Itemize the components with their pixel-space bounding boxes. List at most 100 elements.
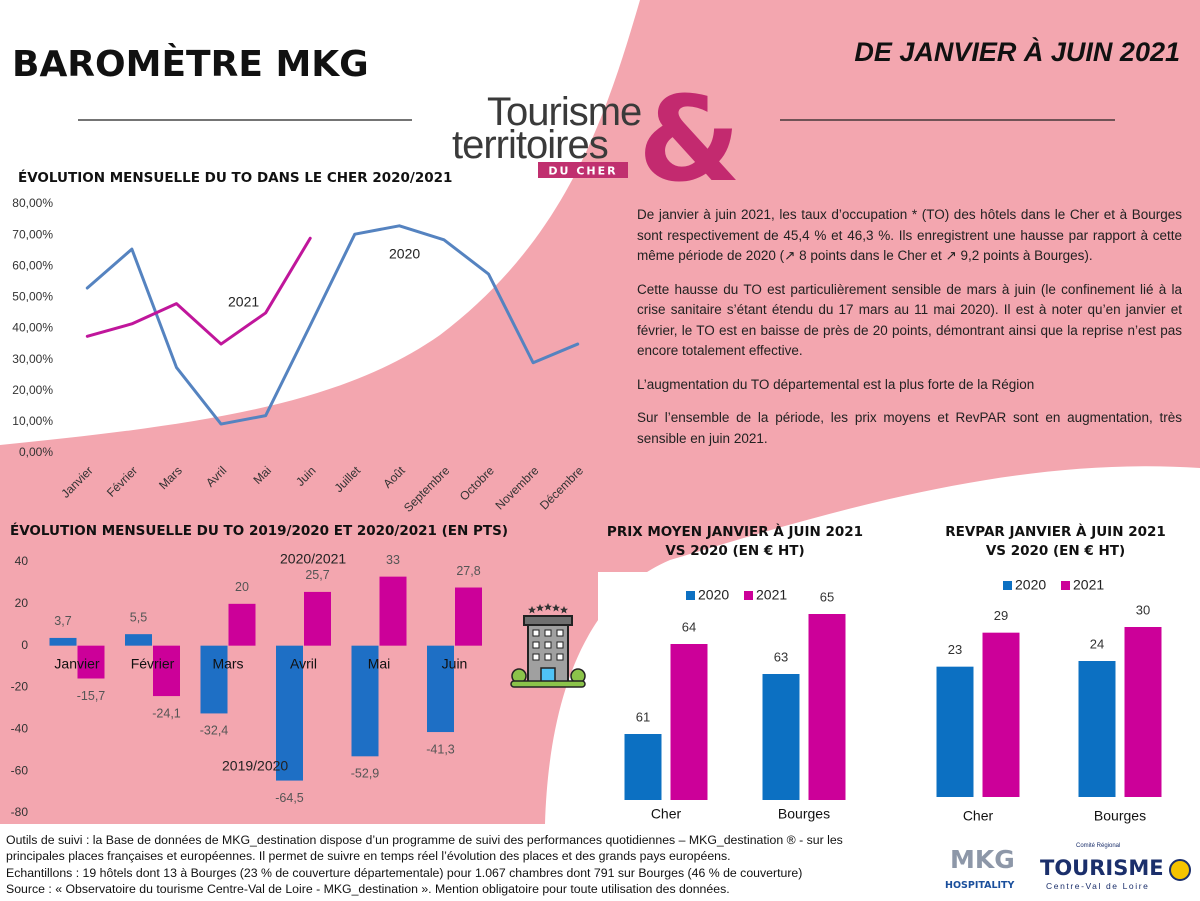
value-label: 65	[820, 589, 834, 604]
hotel-icon	[510, 603, 586, 688]
legend-swatch	[1061, 581, 1070, 590]
value-label: 3,7	[54, 614, 71, 628]
value-label: 30	[1136, 602, 1150, 617]
series-label: 2021	[228, 294, 259, 310]
partner-logo: MKG	[950, 845, 1015, 874]
y-tick-label: 20,00%	[12, 383, 53, 397]
value-label: 27,8	[456, 564, 480, 578]
value-label: 25,7	[305, 568, 329, 582]
logo: Tourisme territoires DU CHER &	[452, 70, 741, 208]
bar	[624, 734, 662, 800]
paragraph: Sur l’ensemble de la période, les prix m…	[637, 410, 1182, 446]
y-tick-label: 60,00%	[12, 258, 53, 272]
y-tick-label: 0	[21, 638, 28, 652]
x-tick-label: Mars	[212, 656, 243, 672]
value-label: -32,4	[200, 724, 229, 738]
bar	[982, 632, 1020, 797]
series-label: 2019/2020	[222, 758, 288, 774]
legend-label: 2020	[698, 587, 729, 603]
chart-title: ÉVOLUTION MENSUELLE DU TO 2019/2020 ET 2…	[10, 522, 508, 539]
legend-swatch	[744, 591, 753, 600]
series-label: 2020	[389, 246, 420, 262]
bar	[77, 645, 105, 679]
partner-logo: TOURISME	[1040, 856, 1164, 880]
y-tick-label: -20	[11, 680, 29, 694]
value-label: -64,5	[275, 791, 304, 805]
value-label: -41,3	[426, 742, 455, 756]
x-tick-label: Avril	[290, 656, 317, 672]
bar	[228, 603, 256, 646]
y-tick-label: 40	[15, 554, 29, 568]
bar	[276, 645, 303, 781]
y-tick-label: 70,00%	[12, 227, 53, 241]
value-label: -15,7	[77, 689, 106, 703]
bar	[455, 587, 482, 646]
x-tick-label: Cher	[651, 806, 682, 822]
bar	[49, 637, 77, 646]
bar	[200, 645, 228, 714]
bar	[304, 591, 331, 646]
y-tick-label: 0,00%	[19, 445, 53, 459]
bar	[427, 645, 454, 733]
summary: De janvier à juin 2021, les taux d’occup…	[637, 205, 1182, 462]
bar	[808, 614, 846, 800]
x-tick-label: Cher	[963, 808, 994, 824]
footer-line: Echantillons : 19 hôtels dont 13 à Bourg…	[6, 865, 803, 880]
value-label: 61	[636, 709, 650, 724]
legend-label: 2021	[756, 587, 787, 603]
x-tick-label: Bourges	[778, 806, 830, 822]
x-tick-label: Juin	[442, 656, 468, 672]
y-tick-label: 50,00%	[12, 290, 53, 304]
value-label: 33	[386, 553, 400, 567]
bar	[670, 644, 708, 800]
legend-swatch	[686, 591, 695, 600]
legend-swatch	[1003, 581, 1012, 590]
x-tick-label: Février	[131, 656, 175, 672]
y-tick-label: -60	[11, 763, 29, 777]
y-tick-label: 30,00%	[12, 352, 53, 366]
value-label: 5,5	[130, 610, 147, 624]
value-label: 24	[1090, 636, 1104, 651]
value-label: -52,9	[351, 767, 380, 781]
partner-logo: HOSPITALITY	[945, 880, 1015, 891]
bar	[125, 634, 152, 646]
paragraph: L’augmentation du TO départemental est l…	[637, 376, 1035, 392]
y-tick-label: 40,00%	[12, 321, 53, 335]
logo-badge	[538, 162, 628, 178]
logo-badge-text: DU CHER	[548, 165, 617, 178]
y-tick-label: 80,00%	[12, 196, 53, 210]
y-tick-label: 20	[15, 596, 29, 610]
bar	[936, 666, 974, 797]
value-label: 20	[235, 580, 249, 594]
footer-line: Outils de suivi : la Base de données de …	[6, 833, 843, 847]
value-label: 64	[682, 619, 696, 634]
bar	[351, 645, 379, 757]
paragraph: Cette hausse du TO est particulièrement …	[637, 281, 1182, 359]
logo-symbol: &	[638, 70, 741, 208]
bar	[762, 674, 800, 800]
bar	[1078, 661, 1116, 797]
partner-logos: MKG HOSPITALITY Comité Régional TOURISME…	[945, 843, 1191, 891]
chart-title: PRIX MOYEN JANVIER À JUIN 2021 VS 2020 (…	[606, 524, 864, 559]
paragraph: De janvier à juin 2021, les taux d’occup…	[637, 207, 1182, 263]
line-series	[85, 236, 312, 346]
y-tick-label: 10,00%	[12, 414, 53, 428]
value-label: -24,1	[152, 706, 181, 720]
footer-background	[0, 824, 1200, 901]
legend-label: 2020	[1015, 577, 1046, 593]
x-tick-label: Mai	[368, 656, 391, 672]
y-tick-label: -40	[11, 722, 29, 736]
footer: Outils de suivi : la Base de données de …	[6, 832, 843, 897]
chart-title: REVPAR JANVIER À JUIN 2021 VS 2020 (EN €…	[945, 524, 1166, 559]
value-label: 63	[774, 649, 788, 664]
bar	[1124, 627, 1162, 797]
footer-line: principales places françaises et europée…	[6, 849, 731, 864]
bar	[153, 645, 180, 697]
x-tick-label: Janvier	[54, 656, 99, 672]
bar	[379, 576, 407, 646]
background-shape	[0, 0, 640, 445]
footer-line: Source : « Observatoire du tourisme Cent…	[6, 881, 730, 896]
value-label: 23	[948, 642, 962, 657]
